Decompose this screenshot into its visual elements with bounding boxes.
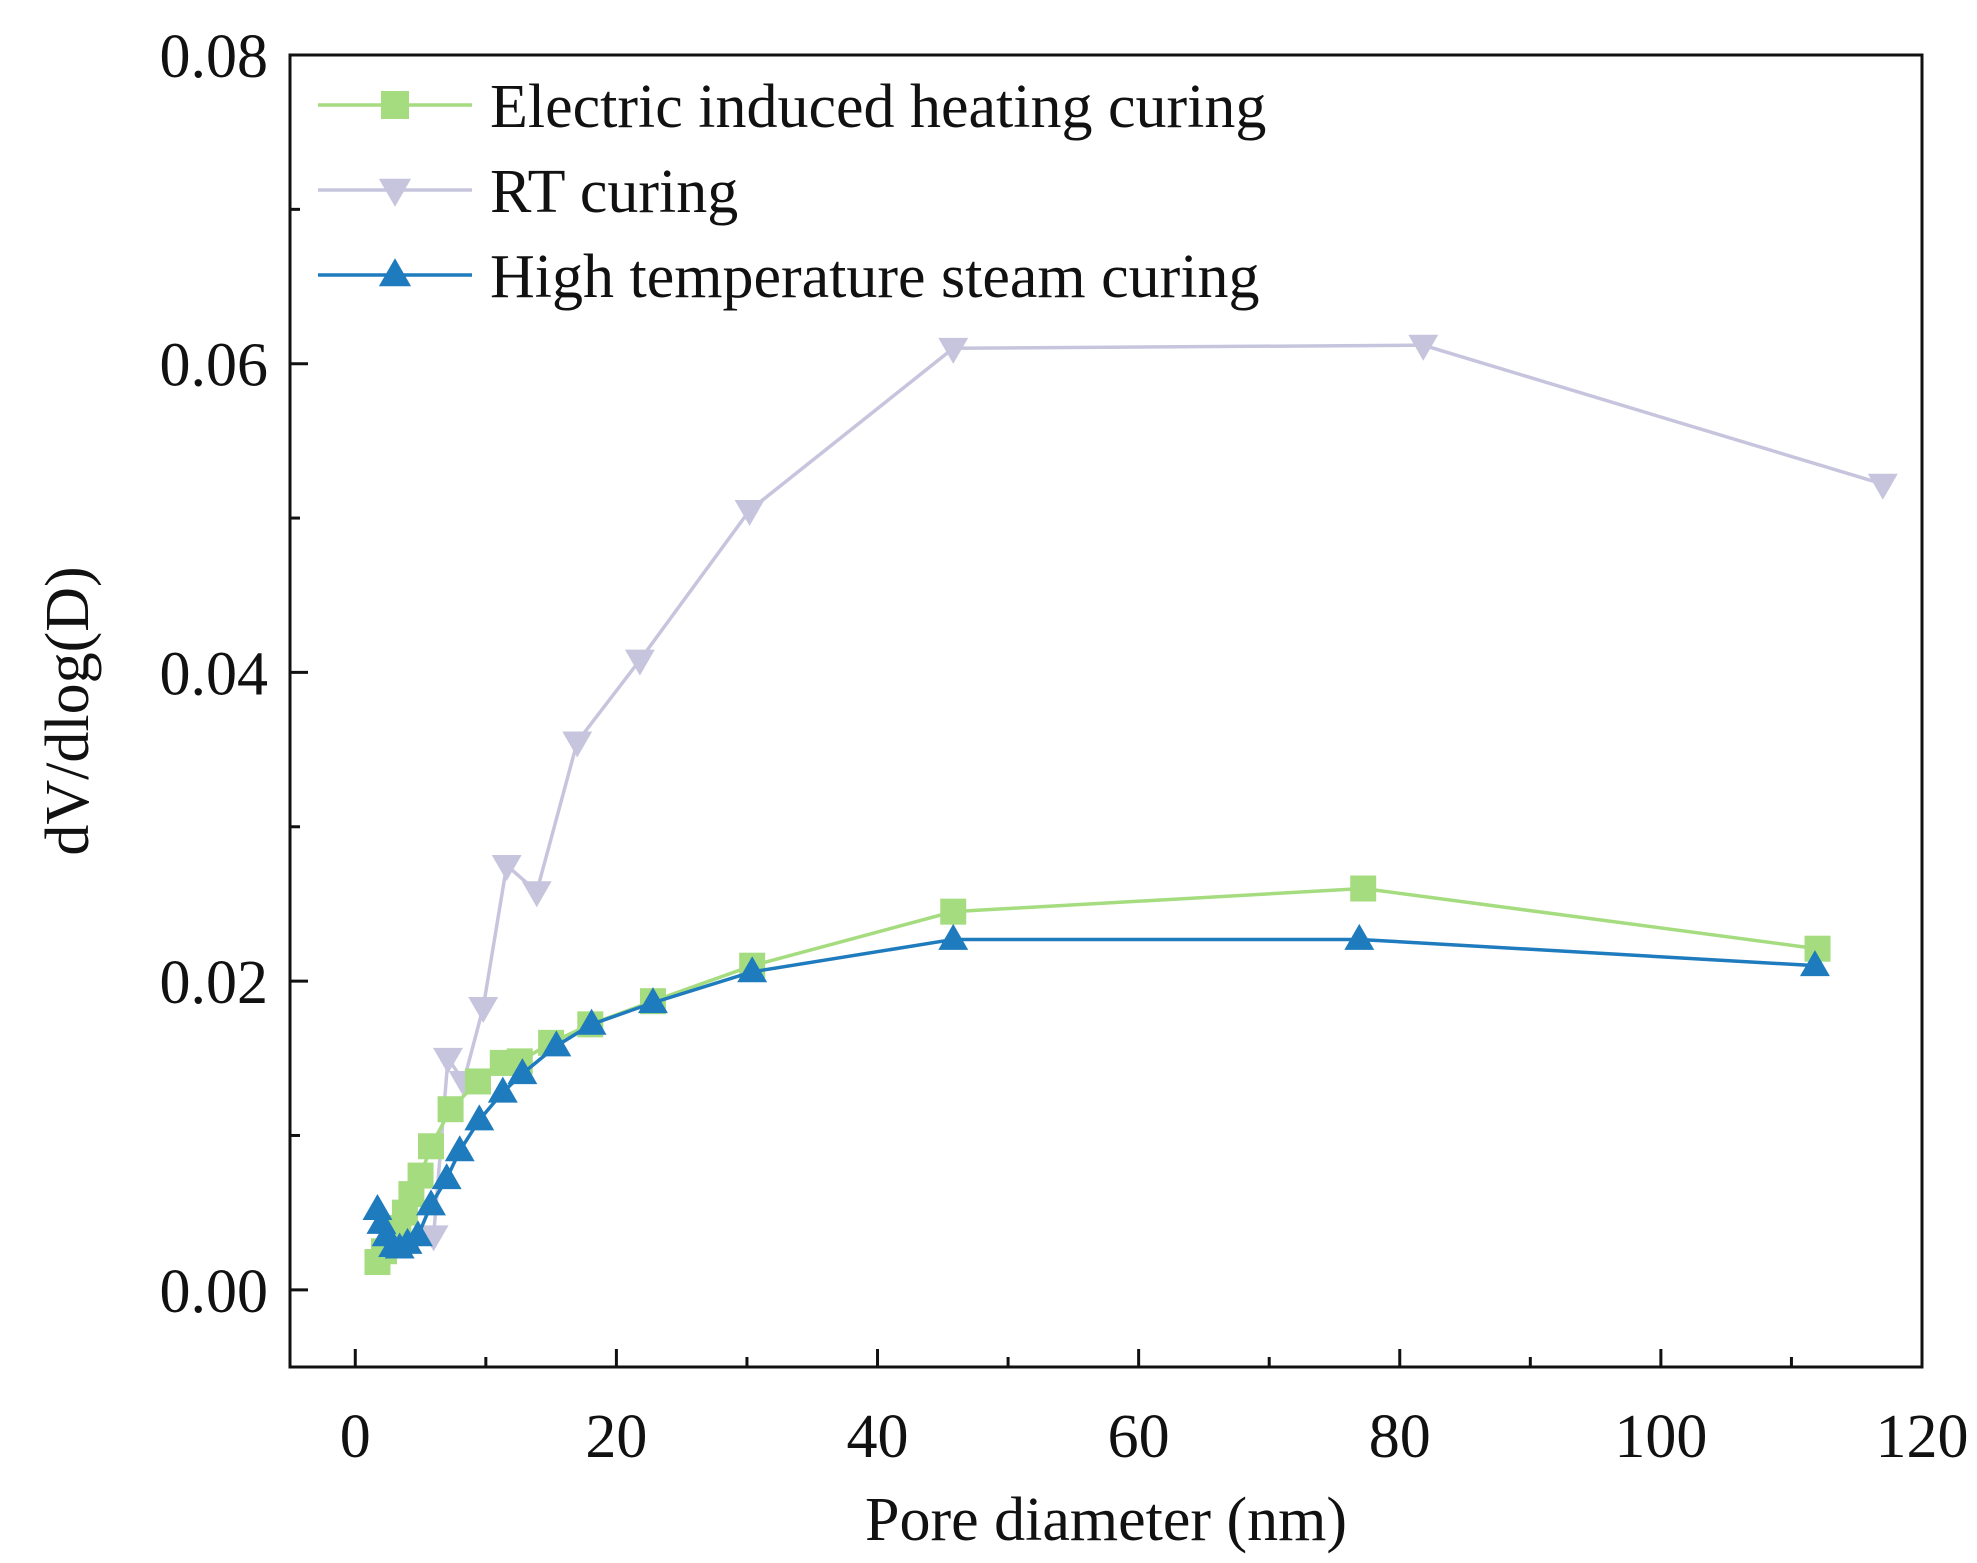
legend: Electric induced heating curing RT curing…	[318, 73, 1266, 311]
legend-label: High temperature steam curing	[490, 243, 1260, 311]
x-tick-label: 20	[585, 1403, 647, 1471]
legend-marker	[378, 178, 412, 207]
data-point	[562, 731, 593, 758]
data-point	[402, 1220, 433, 1247]
y-axis-title: dV/dlog(D)	[34, 566, 102, 855]
data-point	[1344, 923, 1375, 950]
data-point	[1350, 875, 1377, 902]
series-2	[418, 334, 1898, 1252]
data-point	[444, 1135, 475, 1162]
legend-label: RT curing	[490, 158, 738, 226]
x-tick-label: 60	[1108, 1403, 1170, 1471]
axes-layer: 0 20 40 60 80 100 120 0.00 0.02 0.04 0.06 0.08	[160, 23, 1969, 1471]
data-point	[521, 881, 552, 908]
y-tick-label: 0.02	[160, 949, 269, 1017]
data-point	[940, 898, 967, 925]
x-tick-label: 120	[1876, 1403, 1969, 1471]
data-point	[407, 1162, 434, 1189]
y-tick-label: 0.08	[160, 23, 269, 91]
x-tick-label: 40	[847, 1403, 909, 1471]
data-point	[507, 1058, 538, 1085]
x-tick-label: 0	[340, 1403, 371, 1471]
data-point	[437, 1096, 464, 1123]
legend-label: Electric induced heating curing	[490, 73, 1266, 141]
data-point	[416, 1189, 446, 1216]
data-point	[576, 1008, 607, 1035]
data-point	[468, 996, 499, 1023]
data-point	[418, 1225, 449, 1252]
x-tick-label: 100	[1614, 1403, 1707, 1471]
series-line	[431, 343, 1884, 1236]
legend-marker	[378, 258, 412, 287]
data-point	[541, 1030, 572, 1057]
data-point	[624, 649, 655, 676]
data-point	[1408, 334, 1439, 361]
data-point	[464, 1104, 495, 1131]
x-axis-title: Pore diameter (nm)	[865, 1486, 1347, 1554]
data-point	[734, 499, 765, 526]
data-point	[362, 1193, 393, 1220]
data-point	[418, 1133, 445, 1160]
y-tick-label: 0.06	[160, 332, 269, 400]
y-tick-label: 0.04	[160, 640, 269, 708]
series-3	[362, 923, 1830, 1259]
x-tick-label: 80	[1369, 1403, 1431, 1471]
series-layer	[362, 334, 1898, 1276]
y-tick-label: 0.00	[160, 1258, 269, 1326]
series-line	[375, 886, 1818, 1263]
data-point	[638, 987, 668, 1014]
data-point	[1867, 473, 1898, 500]
data-point	[433, 1047, 463, 1074]
data-point	[1799, 950, 1830, 977]
data-point	[491, 854, 522, 881]
plot-frame	[288, 53, 1924, 1369]
data-point	[465, 1068, 492, 1095]
legend-marker	[381, 91, 409, 119]
data-point	[431, 1163, 462, 1190]
series-line	[375, 937, 1816, 1251]
data-point	[938, 337, 969, 364]
data-point	[487, 1076, 518, 1103]
data-point	[737, 956, 768, 983]
series-1	[364, 875, 1831, 1276]
data-point	[938, 923, 969, 950]
